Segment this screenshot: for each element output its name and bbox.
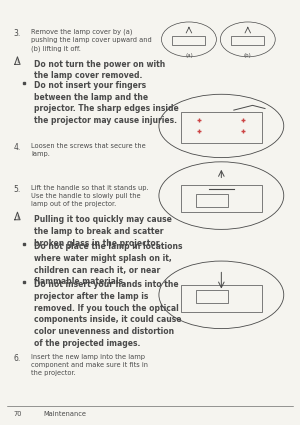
Text: Do not place the lamp in locations
where water might splash on it,
children can : Do not place the lamp in locations where… (34, 242, 183, 286)
Text: Loosen the screws that secure the
lamp.: Loosen the screws that secure the lamp. (31, 143, 146, 157)
Text: Insert the new lamp into the lamp
component and make sure it fits in
the project: Insert the new lamp into the lamp compon… (31, 354, 148, 376)
Text: 6.: 6. (13, 354, 20, 363)
Text: Pulling it too quickly may cause
the lamp to break and scatter
broken glass in t: Pulling it too quickly may cause the lam… (34, 215, 172, 248)
Bar (181, 112, 262, 143)
Text: (b): (b) (244, 54, 252, 58)
Text: Maintenance: Maintenance (43, 411, 86, 417)
Text: !: ! (16, 59, 19, 64)
Text: Lift the handle so that it stands up.
Use the handle to slowly pull the
lamp out: Lift the handle so that it stands up. Us… (31, 185, 149, 207)
Text: 5.: 5. (13, 185, 20, 194)
Text: (a): (a) (185, 54, 193, 58)
Text: !: ! (16, 215, 19, 220)
Text: Do not turn the power on with
the lamp cover removed.: Do not turn the power on with the lamp c… (34, 60, 165, 80)
Text: Remove the lamp cover by (a)
pushing the lamp cover upward and
(b) lifting it of: Remove the lamp cover by (a) pushing the… (31, 29, 152, 52)
Bar (196, 194, 228, 207)
Bar (196, 290, 228, 303)
Bar (181, 285, 262, 312)
Bar (172, 36, 206, 45)
Text: 70: 70 (13, 411, 22, 417)
Text: 4.: 4. (13, 143, 20, 152)
Text: Do not insert your hands into the
projector after the lamp is
removed. If you to: Do not insert your hands into the projec… (34, 280, 182, 348)
Bar (181, 185, 262, 212)
Text: 3.: 3. (13, 29, 20, 38)
Bar (231, 36, 264, 45)
Text: Do not insert your fingers
between the lamp and the
projector. The sharp edges i: Do not insert your fingers between the l… (34, 81, 179, 125)
